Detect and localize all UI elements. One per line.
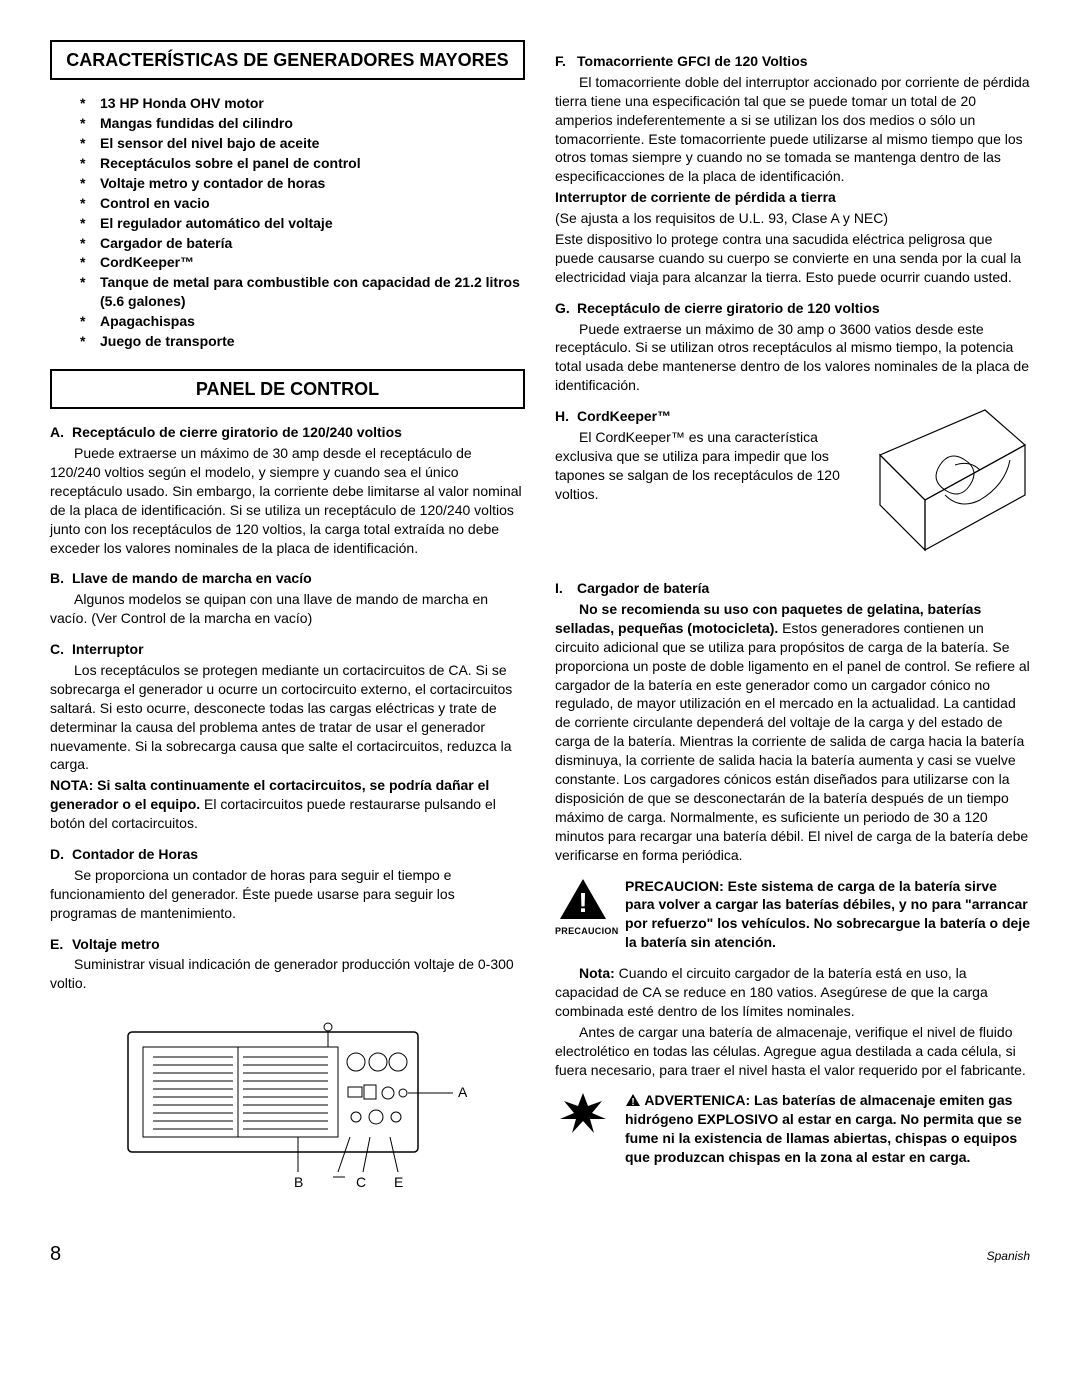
advertencia-text: ! ADVERTENICA: Las baterías de almacenaj…	[625, 1091, 1030, 1167]
section-i-body: No se recomienda su uso con paquetes de …	[555, 600, 1030, 864]
section-c-title: C.Interruptor	[50, 640, 525, 659]
nota-para2: Antes de cargar una batería de almacenaj…	[555, 1023, 1030, 1080]
feature-item: *El sensor del nivel bajo de aceite	[80, 134, 525, 153]
precaution-block: ! PRECAUCION PRECAUCION: Este sistema de…	[555, 877, 1030, 953]
feature-item: *El regulador automático del voltaje	[80, 214, 525, 233]
feature-item: *Voltaje metro y contador de horas	[80, 174, 525, 193]
language-label: Spanish	[987, 1248, 1030, 1264]
precaution-label: PRECAUCION	[555, 925, 611, 937]
svg-text:A: A	[458, 1084, 468, 1100]
feature-item: *Tanque de metal para combustible con ca…	[80, 273, 525, 311]
feature-item: *CordKeeper™	[80, 253, 525, 272]
features-title: CARACTERÍSTICAS DE GENERADORES MAYORES	[50, 40, 525, 80]
section-g-title: G.Receptáculo de cierre giratorio de 120…	[555, 299, 1030, 318]
svg-text:E: E	[394, 1174, 403, 1190]
feature-item: *Cargador de batería	[80, 234, 525, 253]
svg-text:B: B	[294, 1174, 303, 1190]
section-d-body: Se proporciona un contador de horas para…	[50, 866, 525, 923]
section-d-title: D.Contador de Horas	[50, 845, 525, 864]
warning-small-icon: !	[625, 1093, 641, 1107]
section-f-body: El tomacorriente doble del interruptor a…	[555, 73, 1030, 186]
svg-text:!: !	[578, 887, 587, 918]
explosion-icon	[558, 1091, 608, 1135]
section-i-title: I.Cargador de batería	[555, 579, 1030, 598]
advertencia-block: ! ADVERTENICA: Las baterías de almacenaj…	[555, 1091, 1030, 1167]
warning-triangle-icon: !	[558, 877, 608, 921]
control-panel-diagram: A B C E	[98, 1007, 478, 1197]
feature-item: *Mangas fundidas del cilindro	[80, 114, 525, 133]
section-f-sub1-body2: Este dispositivo lo protege contra una s…	[555, 230, 1030, 287]
feature-item: *13 HP Honda OHV motor	[80, 94, 525, 113]
section-g-body: Puede extraerse un máximo de 30 amp o 36…	[555, 320, 1030, 396]
precaution-text: PRECAUCION: Este sistema de carga de la …	[625, 877, 1030, 953]
section-e-body: Suministrar visual indicación de generad…	[50, 955, 525, 993]
panel-title: PANEL DE CONTROL	[50, 369, 525, 409]
section-b-title: B.Llave de mando de marcha en vacío	[50, 569, 525, 588]
section-c-body: Los receptáculos se protegen mediante un…	[50, 661, 525, 774]
page-number: 8	[50, 1241, 61, 1268]
features-list: *13 HP Honda OHV motor *Mangas fundidas …	[80, 94, 525, 351]
feature-item: *Apagachispas	[80, 312, 525, 331]
section-a-body: Puede extraerse un máximo de 30 amp desd…	[50, 444, 525, 557]
cordkeeper-diagram	[870, 405, 1030, 555]
nota-block: Nota: Cuando el circuito cargador de la …	[555, 964, 1030, 1021]
feature-item: *Juego de transporte	[80, 332, 525, 351]
section-c-nota: NOTA: Si salta continuamente el cortacir…	[50, 776, 525, 833]
section-e-title: E.Voltaje metro	[50, 935, 525, 954]
feature-item: *Receptáculos sobre el panel de control	[80, 154, 525, 173]
section-f-title: F.Tomacorriente GFCI de 120 Voltios	[555, 52, 1030, 71]
svg-text:!: !	[631, 1097, 634, 1107]
section-a-title: A.Receptáculo de cierre giratorio de 120…	[50, 423, 525, 442]
feature-item: *Control en vacio	[80, 194, 525, 213]
section-f-sub1-title: Interruptor de corriente de pérdida a ti…	[555, 188, 1030, 207]
svg-text:C: C	[356, 1174, 366, 1190]
section-b-body: Algunos modelos se quipan con una llave …	[50, 590, 525, 628]
section-f-sub1-body1: (Se ajusta a los requisitos de U.L. 93, …	[555, 209, 1030, 228]
